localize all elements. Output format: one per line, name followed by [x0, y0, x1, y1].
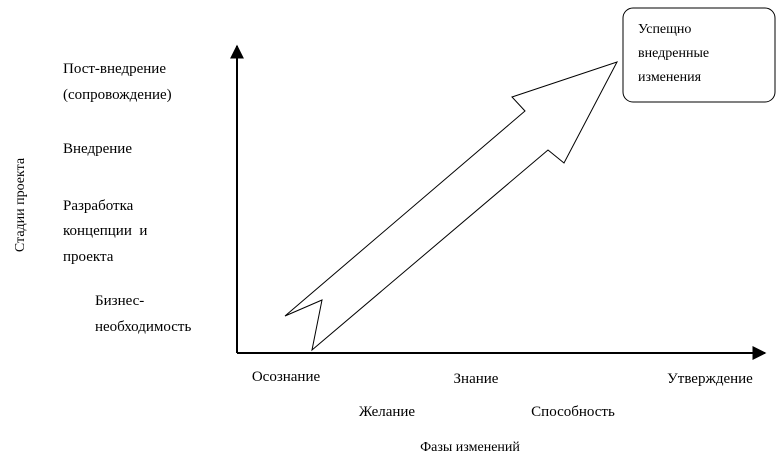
result-line: Успещно: [638, 22, 691, 37]
stage-label: Пост-внедрение (сопровождение): [63, 61, 172, 103]
y-axis-title: Стадии проекта: [13, 157, 28, 252]
progress-arrow: [284, 61, 619, 352]
stage-line: концепции и: [63, 223, 147, 239]
phase-label: Осознание: [252, 369, 321, 385]
stage-line: (сопровождение): [63, 87, 172, 103]
stage-label: Внедрение: [63, 141, 132, 157]
phase-label: Утверждение: [667, 371, 753, 387]
stage-line: проекта: [63, 249, 114, 265]
stage-line: Бизнес-: [95, 293, 144, 309]
result-line: изменения: [638, 70, 702, 85]
stage-line: Внедрение: [63, 141, 132, 157]
stage-line: необходимость: [95, 319, 191, 335]
result-box: [622, 7, 776, 103]
phase-label: Желание: [359, 404, 416, 420]
phase-label: Знание: [454, 371, 499, 387]
x-axis-title: Фазы изменений: [420, 440, 520, 455]
result-text: Успещно внедренные изменения: [638, 22, 713, 85]
stage-label: Разработка концепции и проекта: [63, 198, 151, 265]
stage-label: Бизнес- необходимость: [95, 293, 191, 335]
stage-line: Разработка: [63, 198, 134, 214]
phase-label: Способность: [531, 404, 615, 420]
result-line: внедренные: [638, 46, 709, 61]
stage-line: Пост-внедрение: [63, 61, 166, 77]
